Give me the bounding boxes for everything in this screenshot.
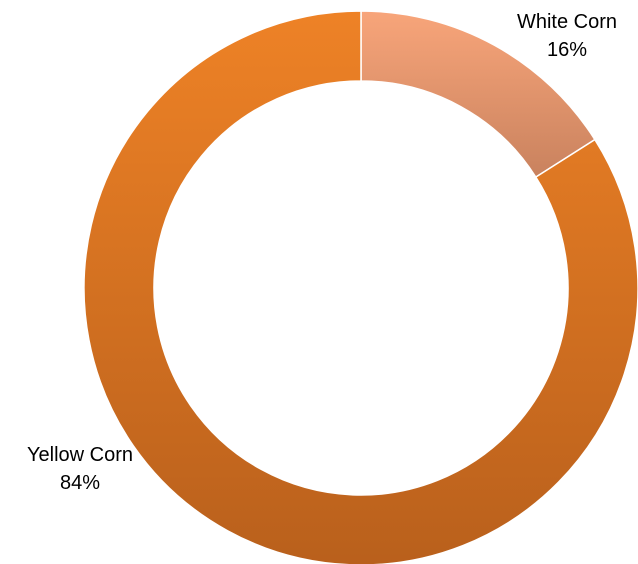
data-label-white-corn-name: White Corn — [516, 11, 618, 33]
donut-slices — [83, 10, 638, 564]
data-label-white-corn: White Corn 16% — [502, 8, 632, 64]
data-label-yellow-corn-value: 84% — [59, 472, 101, 494]
data-label-white-corn-value: 16% — [546, 39, 588, 61]
donut-slice-yellow-corn — [83, 10, 638, 564]
data-label-yellow-corn: Yellow Corn 84% — [0, 441, 160, 497]
data-label-yellow-corn-name: Yellow Corn — [27, 444, 133, 466]
